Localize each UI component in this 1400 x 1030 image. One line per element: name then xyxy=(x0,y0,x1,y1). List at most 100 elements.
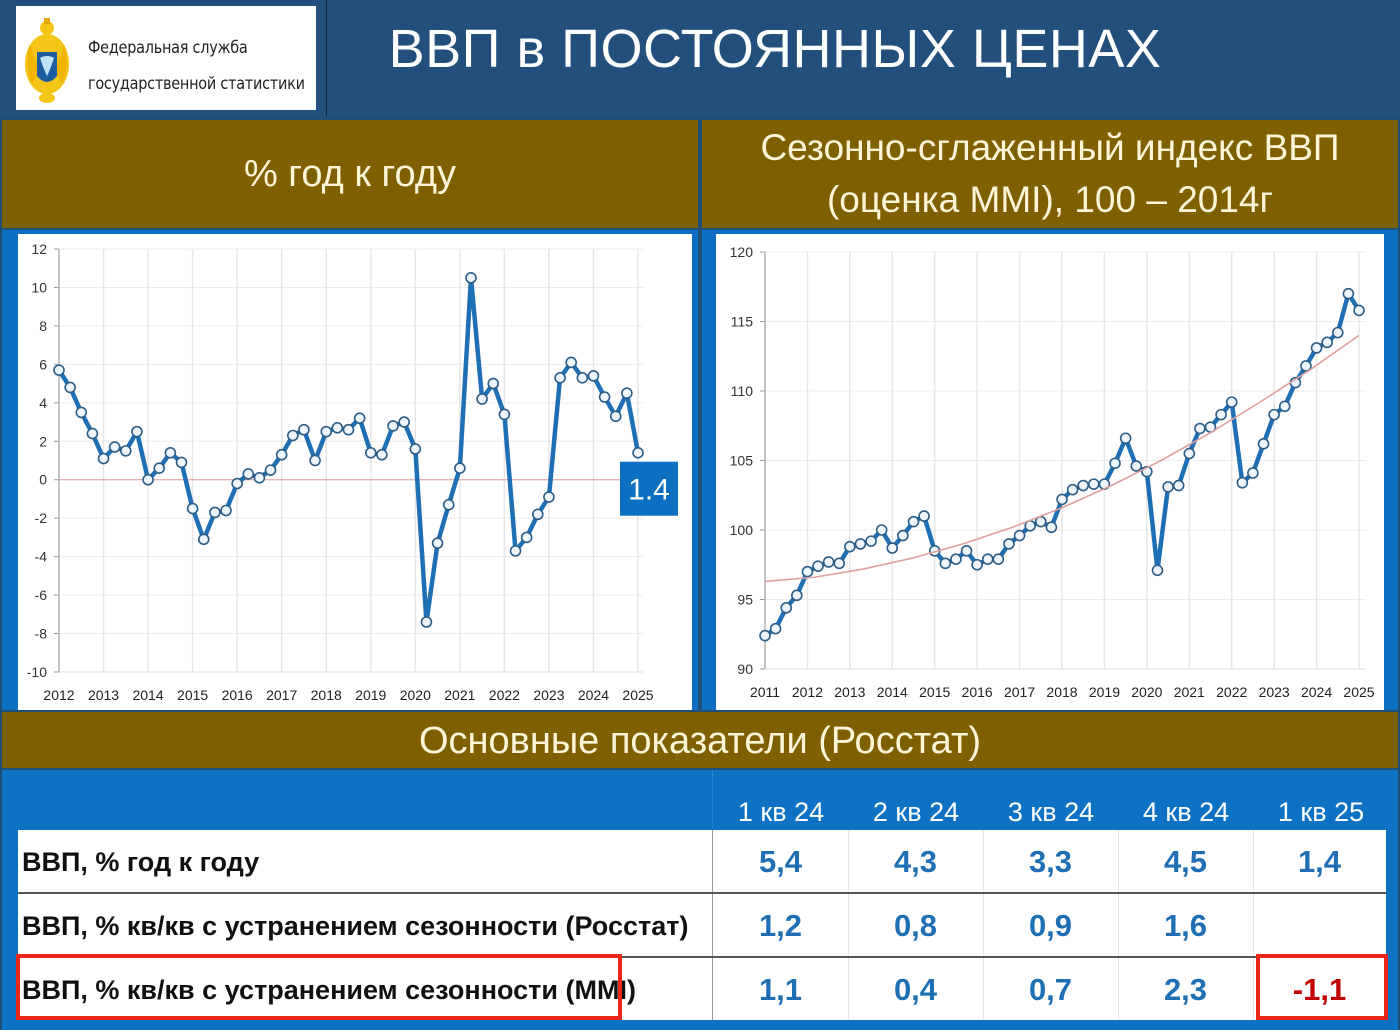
column-header: 1 кв 24 xyxy=(737,797,825,827)
svg-text:1.4: 1.4 xyxy=(628,474,670,507)
column-divider xyxy=(1253,958,1254,1020)
table-cell: 0,9 xyxy=(1028,908,1073,943)
svg-text:10: 10 xyxy=(31,279,47,295)
svg-text:105: 105 xyxy=(730,453,754,469)
svg-text:2014: 2014 xyxy=(132,687,163,703)
indicators-table: 1 кв 24 2 кв 24 3 кв 24 4 кв 24 1 кв 25 … xyxy=(2,770,1398,1030)
table-cell: 3,3 xyxy=(1028,844,1073,879)
column-divider xyxy=(1118,830,1119,892)
table-cell: 1,1 xyxy=(758,972,803,1007)
svg-text:2: 2 xyxy=(39,433,47,449)
svg-text:2025: 2025 xyxy=(622,687,653,703)
svg-text:120: 120 xyxy=(730,244,754,260)
svg-text:2022: 2022 xyxy=(1216,684,1247,700)
right-chart-panel: 120 115 110 105 100 95 90 2011 2012 2013 2014 2015 2… xyxy=(702,230,1398,710)
left-chart-panel: 12 10 8 6 4 2 0 -2 -4 -6 -8 -10 2012 2013 2014 2015 2016… xyxy=(2,230,698,710)
column-divider xyxy=(1253,830,1254,892)
svg-text:2019: 2019 xyxy=(1089,684,1120,700)
column-divider xyxy=(712,830,713,892)
table-row: ВВП, % год к году 5,4 4,3 3,3 4,5 1,4 xyxy=(18,830,1386,892)
column-divider xyxy=(983,894,984,956)
highlight-box-label xyxy=(16,954,622,1020)
header: Федеральная служба государственной стати… xyxy=(0,0,1400,116)
table-cell xyxy=(1253,894,1386,956)
right-chart-title-line-2: (оценка MMI), 100 – 2014г xyxy=(826,179,1274,220)
table-cell: 0,4 xyxy=(893,972,938,1007)
rosstat-logo: Федеральная служба государственной стати… xyxy=(16,6,316,110)
right-chart-title: Сезонно-сглаженный индекс ВВП (оценка MM… xyxy=(702,120,1398,228)
svg-text:-8: -8 xyxy=(35,626,48,642)
svg-text:2014: 2014 xyxy=(877,684,908,700)
column-header: 4 кв 24 xyxy=(1142,797,1230,827)
column-divider xyxy=(712,894,713,956)
svg-text:-10: -10 xyxy=(27,664,47,680)
table-cell: 1,2 xyxy=(758,908,803,943)
column-header: 2 кв 24 xyxy=(872,797,960,827)
table-row-highlighted: ВВП, % кв/кв с устранением сезонности (M… xyxy=(18,958,1386,1020)
table-cell: 4,3 xyxy=(893,844,938,879)
yoy-gdp-line-chart: 12 10 8 6 4 2 0 -2 -4 -6 -8 -10 2012 2013 2014 2015 2016… xyxy=(27,241,678,703)
svg-text:2017: 2017 xyxy=(266,687,297,703)
page-title: ВВП в ПОСТОЯННЫХ ЦЕНАХ xyxy=(388,19,1162,79)
svg-text:2017: 2017 xyxy=(1004,684,1035,700)
svg-text:115: 115 xyxy=(731,314,754,330)
table-cell: 2,3 xyxy=(1163,972,1208,1007)
gdp-index-line-chart: 120 115 110 105 100 95 90 2011 2012 2013 2014 2015 2… xyxy=(730,244,1375,700)
right-chart-area: 120 115 110 105 100 95 90 2011 2012 2013 2014 2015 2… xyxy=(716,234,1384,710)
table-cell: 1,6 xyxy=(1163,908,1208,943)
svg-text:2024: 2024 xyxy=(1301,684,1332,700)
svg-text:2020: 2020 xyxy=(400,687,431,703)
column-divider xyxy=(848,894,849,956)
logo-text: Федеральная служба государственной стати… xyxy=(88,30,305,102)
header-divider xyxy=(326,0,327,116)
svg-text:95: 95 xyxy=(737,592,753,608)
highlight-box-value xyxy=(1256,954,1388,1020)
table-cell: 0,7 xyxy=(1028,972,1073,1007)
table-cell-negative: -1,1 xyxy=(1292,972,1347,1007)
svg-text:2013: 2013 xyxy=(834,684,865,700)
table-row: ВВП, % кв/кв с устранением сезонности (Р… xyxy=(18,894,1386,956)
svg-text:2024: 2024 xyxy=(578,687,609,703)
svg-text:2015: 2015 xyxy=(919,684,950,700)
column-divider xyxy=(848,830,849,892)
row-label: ВВП, % кв/кв с устранением сезонности (M… xyxy=(22,975,636,1005)
column-header: 3 кв 24 xyxy=(1007,797,1095,827)
svg-text:2020: 2020 xyxy=(1131,684,1162,700)
row-divider xyxy=(18,892,1386,894)
left-chart-title: % год к году xyxy=(2,120,698,228)
svg-text:2023: 2023 xyxy=(533,687,564,703)
row-divider xyxy=(18,956,1386,958)
table-cell: 4,5 xyxy=(1163,844,1208,879)
row-label: ВВП, % кв/кв с устранением сезонности (Р… xyxy=(22,911,689,941)
svg-text:2011: 2011 xyxy=(750,684,780,700)
row-label: ВВП, % год к году xyxy=(22,847,260,877)
svg-text:6: 6 xyxy=(39,356,47,372)
logo-line-1: Федеральная служба xyxy=(88,38,248,58)
eagle-emblem-icon xyxy=(25,18,69,103)
svg-text:2019: 2019 xyxy=(355,687,386,703)
column-divider xyxy=(983,958,984,1020)
svg-text:2018: 2018 xyxy=(1046,684,1077,700)
svg-text:-4: -4 xyxy=(35,549,48,565)
svg-text:-6: -6 xyxy=(35,587,48,603)
column-divider xyxy=(1118,958,1119,1020)
table-cell: 1,4 xyxy=(1297,844,1342,879)
column-divider xyxy=(712,958,713,1020)
svg-text:90: 90 xyxy=(737,661,753,677)
right-chart-title-line-1: Сезонно-сглаженный индекс ВВП xyxy=(760,127,1340,168)
column-divider xyxy=(1253,894,1254,956)
svg-text:4: 4 xyxy=(39,395,47,411)
svg-text:2021: 2021 xyxy=(444,687,475,703)
column-divider xyxy=(848,958,849,1020)
indicators-section-title: Основные показатели (Росстат) xyxy=(2,712,1398,768)
svg-text:-2: -2 xyxy=(35,510,48,526)
svg-text:2016: 2016 xyxy=(962,684,993,700)
svg-text:2018: 2018 xyxy=(311,687,342,703)
column-divider xyxy=(983,830,984,892)
header-divider-line xyxy=(712,770,713,828)
last-value-badge: 1.4 xyxy=(620,461,678,516)
svg-text:100: 100 xyxy=(730,522,754,538)
table-cell: 5,4 xyxy=(758,844,803,879)
svg-text:8: 8 xyxy=(39,318,47,334)
svg-text:2015: 2015 xyxy=(177,687,208,703)
